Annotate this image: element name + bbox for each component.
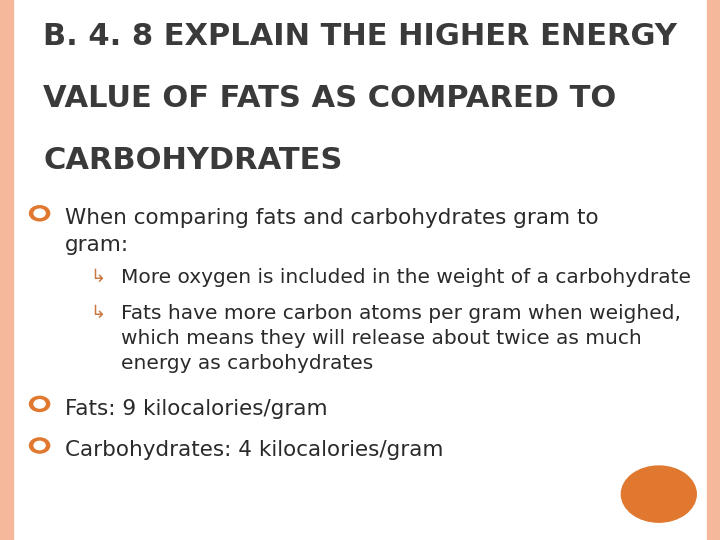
- Circle shape: [30, 396, 50, 411]
- Circle shape: [30, 438, 50, 453]
- Bar: [0, 0, 13, 540]
- Circle shape: [34, 209, 45, 218]
- Circle shape: [621, 466, 696, 522]
- Text: VALUE OF FATS AS COMPARED TO: VALUE OF FATS AS COMPARED TO: [43, 84, 616, 113]
- Circle shape: [34, 441, 45, 450]
- Circle shape: [34, 400, 45, 408]
- Text: B. 4. 8 EXPLAIN THE HIGHER ENERGY: B. 4. 8 EXPLAIN THE HIGHER ENERGY: [43, 22, 677, 51]
- Bar: [707, 0, 720, 540]
- Text: ↳: ↳: [90, 268, 105, 286]
- Text: Fats have more carbon atoms per gram when weighed,
which means they will release: Fats have more carbon atoms per gram whe…: [121, 304, 681, 373]
- Text: More oxygen is included in the weight of a carbohydrate: More oxygen is included in the weight of…: [121, 268, 691, 287]
- Text: When comparing fats and carbohydrates gram to
gram:: When comparing fats and carbohydrates gr…: [65, 208, 598, 255]
- Circle shape: [30, 206, 50, 221]
- Text: Carbohydrates: 4 kilocalories/gram: Carbohydrates: 4 kilocalories/gram: [65, 440, 444, 460]
- Text: Fats: 9 kilocalories/gram: Fats: 9 kilocalories/gram: [65, 399, 328, 418]
- Text: ↳: ↳: [90, 304, 105, 322]
- Text: CARBOHYDRATES: CARBOHYDRATES: [43, 146, 343, 175]
